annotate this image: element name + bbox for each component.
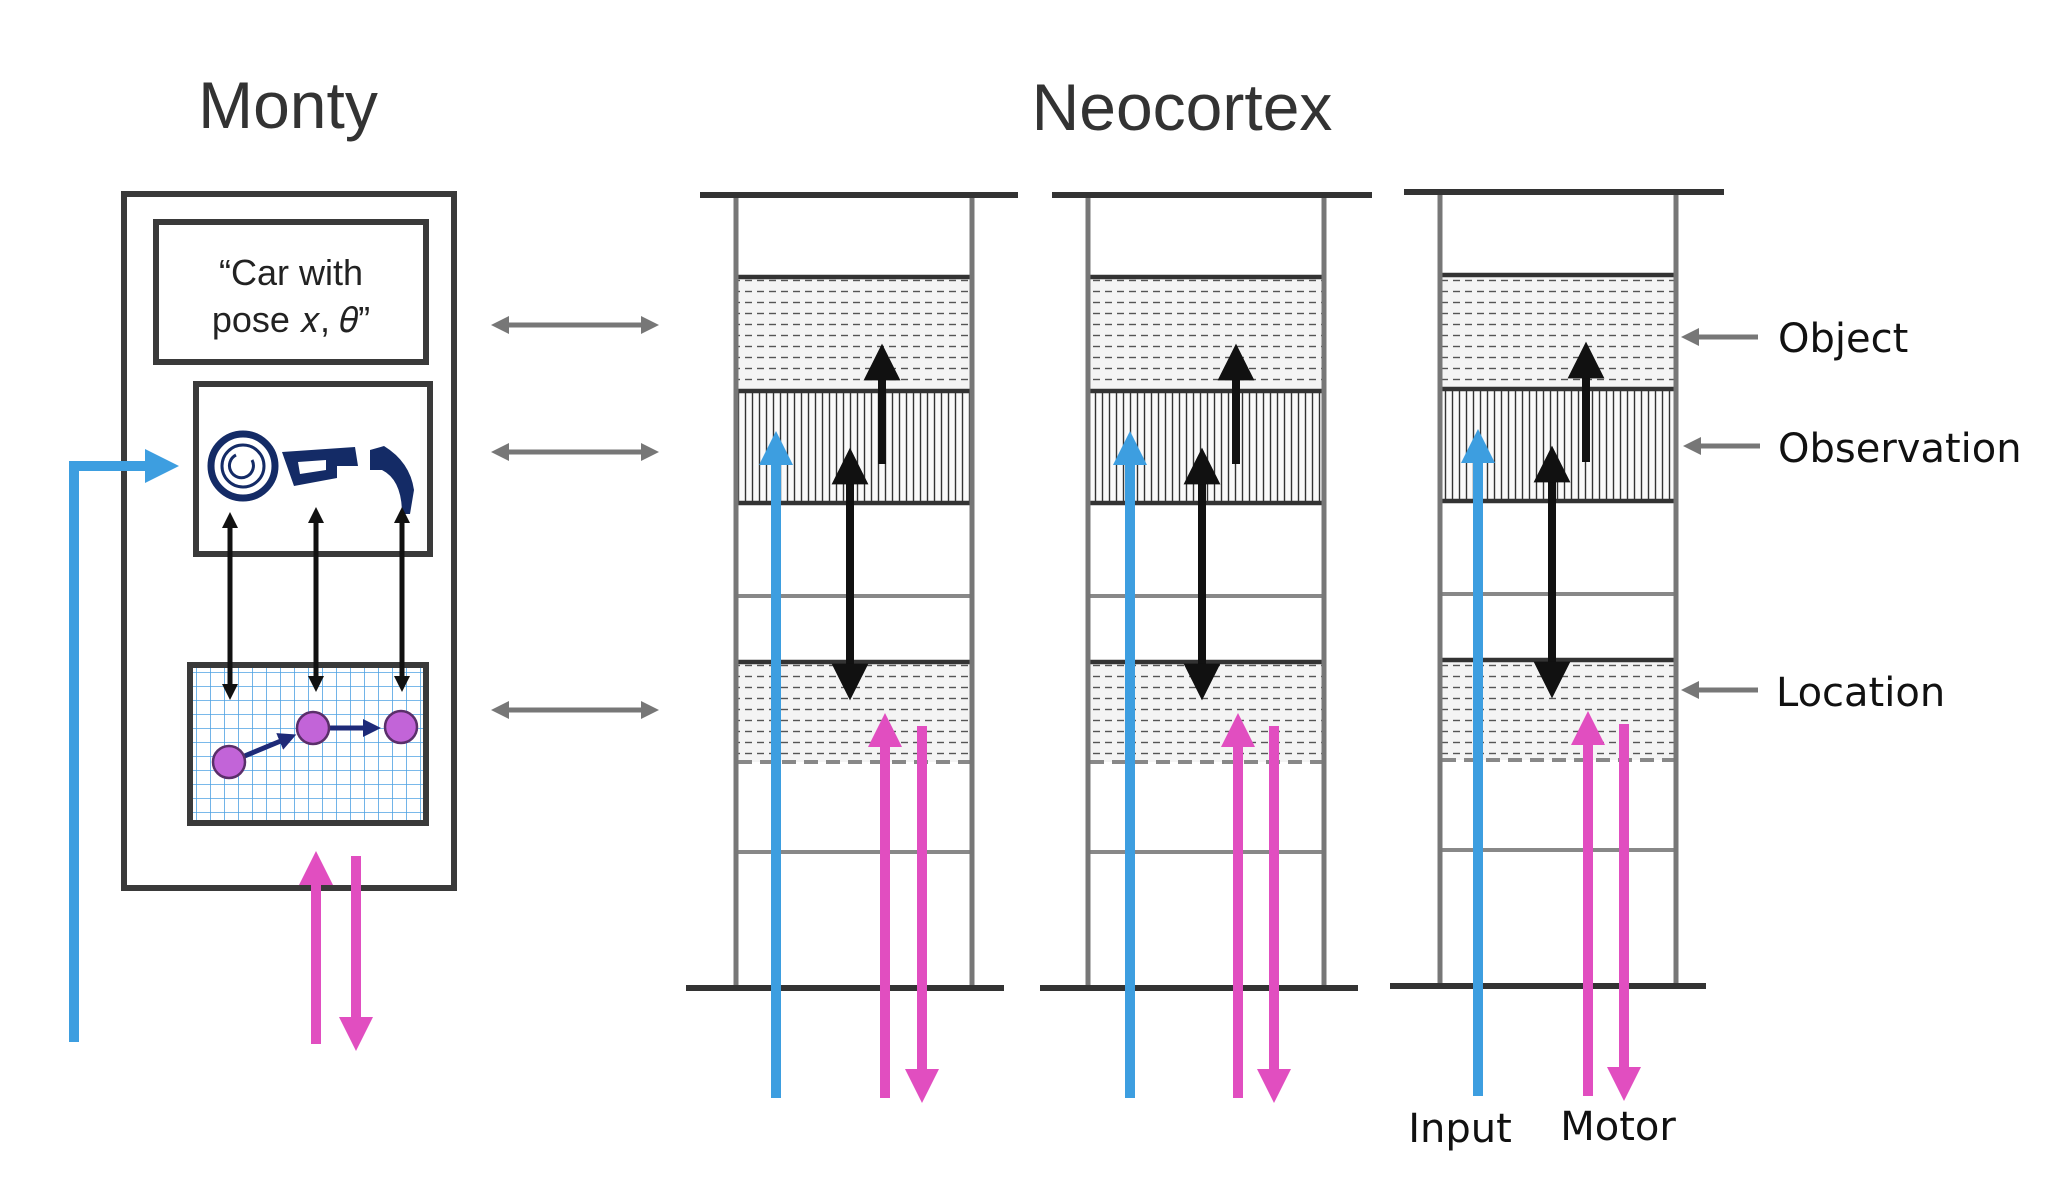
location-path — [211, 709, 419, 780]
correspondence-arrows — [491, 316, 659, 719]
observation-layer-label: Observation — [1778, 426, 2022, 472]
cortical-column-2 — [1040, 192, 1372, 1104]
location-layer-label: Location — [1776, 670, 1945, 716]
location-node — [295, 710, 331, 746]
neocortex-title: Neocortex — [1032, 70, 1333, 144]
monty-title: Monty — [198, 68, 378, 142]
monty-feature-arrows — [221, 506, 411, 701]
monty-caption-line1: “Car with — [219, 252, 363, 293]
cortical-column-3 — [1390, 189, 1724, 1102]
monty-object-box — [153, 219, 429, 365]
location-node — [211, 744, 247, 780]
object-layer-label: Object — [1778, 316, 1908, 362]
location-node — [383, 709, 419, 745]
layer-label-pointers — [1681, 328, 1760, 699]
monty-outer-box — [121, 191, 457, 891]
monty-module: “Car with pose 𝑥, 𝜃” — [69, 191, 457, 1052]
cortical-column-1 — [686, 192, 1018, 1104]
input-stream-label: Input — [1408, 1106, 1512, 1152]
motor-stream-label: Motor — [1560, 1104, 1676, 1150]
monty-input-arrow — [69, 448, 180, 1042]
monty-caption-line2: pose 𝑥, 𝜃” — [212, 299, 370, 340]
car-icon — [207, 430, 414, 514]
